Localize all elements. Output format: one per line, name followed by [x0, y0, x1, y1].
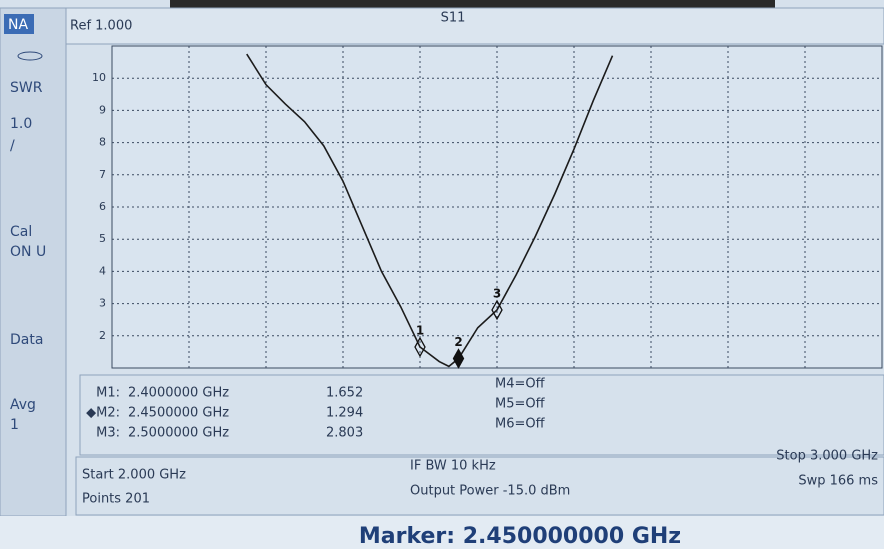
ref: Ref 1.000: [70, 19, 132, 34]
stop: Stop 3.000 GHz: [776, 449, 878, 464]
marker-value: 1.652: [326, 386, 363, 401]
sweep: Swp 166 ms: [798, 474, 878, 489]
scale: 1.0: [10, 116, 32, 132]
marker-frequency: 2.5000000 GHz: [128, 426, 229, 441]
marker-frequency: 2.4500000 GHz: [128, 406, 229, 421]
marker-number: 3: [493, 286, 501, 300]
analyzer-screen: NA SWR 1.0 / Cal ON U Data Avg 1 Ref 1.0…: [0, 0, 884, 549]
y-tick-label: 3: [99, 297, 106, 310]
avg-count: 1: [10, 417, 19, 433]
top-bezel: [170, 0, 775, 8]
data: Data: [10, 332, 43, 348]
marker-number: 2: [454, 335, 462, 349]
power: Output Power -15.0 dBm: [410, 484, 570, 499]
y-tick-label: 10: [92, 71, 106, 84]
if-bw: IF BW 10 kHz: [410, 459, 496, 474]
header-bar: [66, 8, 884, 44]
marker-off: M5=Off: [495, 397, 546, 412]
marker-frequency: 2.4000000 GHz: [128, 386, 229, 401]
marker-value: 2.803: [326, 426, 363, 441]
marker-off: M4=Off: [495, 377, 546, 392]
y-tick-label: 8: [99, 136, 106, 149]
avg: Avg: [10, 397, 36, 413]
y-tick-label: 5: [99, 232, 106, 245]
format: SWR: [10, 80, 43, 96]
y-tick-label: 4: [99, 264, 106, 277]
cal-state: ON U: [10, 244, 46, 260]
marker-off: M6=Off: [495, 417, 546, 432]
points: Points 201: [82, 492, 150, 507]
trace: S11: [441, 11, 466, 26]
marker-number: 1: [416, 324, 424, 338]
y-tick-label: 7: [99, 168, 106, 181]
y-tick-label: 9: [99, 103, 106, 116]
marker-name: M1:: [96, 386, 120, 401]
y-tick-label: 2: [99, 329, 106, 342]
page: NA SWR 1.0 / Cal ON U Data Avg 1 Ref 1.0…: [0, 0, 884, 549]
cal: Cal: [10, 224, 32, 240]
marker-value: 1.294: [326, 406, 363, 421]
scale-unit: /: [10, 138, 15, 154]
start: Start 2.000 GHz: [82, 468, 186, 483]
footer: Marker: 2.450000000 GHz: [359, 524, 681, 549]
y-tick-label: 6: [99, 200, 106, 213]
mode: NA: [8, 17, 28, 33]
marker-name: ◆M2:: [86, 406, 120, 421]
marker-name: M3:: [96, 426, 120, 441]
